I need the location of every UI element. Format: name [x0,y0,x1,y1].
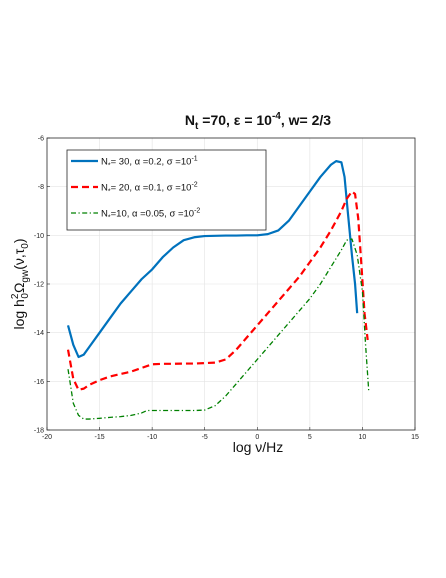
series-line-1 [66,160,359,359]
y-tick-label: -16 [34,379,44,386]
legend-sup-exp: -2 [194,208,200,215]
x-tick-label: -5 [202,434,208,441]
ylabel-sub-0: 0 [20,293,31,299]
x-tick-label: -10 [147,434,157,441]
legend-label-1: N*= 30, α =0.2, σ =10-1 [101,156,198,170]
x-tick-label: 15 [411,434,419,441]
axis-ticks: -20 -15 -10 -5 0 5 10 15 -6 -8 -10 -12 -14 -16 -18 [34,136,419,442]
legend-n: N [101,209,108,220]
title-mid-1: =70, ε = 10 [198,112,272,128]
ylabel-close: ) [11,238,27,243]
ylabel-sub-tau0: 0 [20,243,31,249]
title-sub-t: t [195,121,199,132]
legend-n: N [101,183,108,194]
series-group [66,160,370,420]
ylabel-args: (ν,τ [11,248,27,270]
series-line-3 [67,238,370,420]
y-tick-label: -6 [38,136,44,143]
legend-box [66,149,267,231]
legend-sup-exp: -1 [191,156,197,163]
legend-sub-star: * [108,215,111,222]
legend-params: = 30, α =0.2, σ =10 [111,157,192,168]
y-tick-label: -14 [34,330,44,337]
legend-params: =10, α =0.05, σ =10 [111,209,194,220]
legend-sup-exp: -2 [191,182,197,189]
x-tick-label: -20 [42,434,52,441]
title-sup-exp: -4 [272,111,281,122]
legend: N*= 30, α =0.2, σ =10-1N*= 20, α =0.1, σ… [66,149,267,231]
legend-n: N [101,157,108,168]
y-tick-label: -12 [34,282,44,289]
x-tick-label: 5 [308,434,312,441]
ylabel-part-1: log h [11,299,27,329]
x-axis-label: log ν/Hz [233,439,284,455]
x-tick-label: -15 [95,434,105,441]
legend-label-2: N*= 20, α =0.1, σ =10-2 [101,182,198,196]
x-tick-label: 0 [255,434,259,441]
title-mid-2: , w= 2/3 [281,112,331,128]
y-tick-label: -8 [38,184,44,191]
y-tick-label: -18 [34,428,44,435]
legend-label-3: N*=10, α =0.05, σ =10-2 [101,208,200,222]
legend-sub-star: * [108,163,111,170]
title-n: N [185,112,195,128]
x-tick-label: 10 [359,434,367,441]
ylabel-sup-2: 2 [10,293,21,299]
series-line-2 [66,190,369,391]
ylabel-sub-gw: gw [20,269,31,283]
chart-title: Nt =70, ε = 10-4, w= 2/3 [185,111,331,132]
ylabel-omega: Ω [11,283,27,293]
y-tick-label: -10 [34,233,44,240]
legend-sub-star: * [108,189,111,196]
y-axis-label: log h20Ωgw(ν,τ0) [10,238,31,329]
legend-params: = 20, α =0.1, σ =10 [111,183,192,194]
